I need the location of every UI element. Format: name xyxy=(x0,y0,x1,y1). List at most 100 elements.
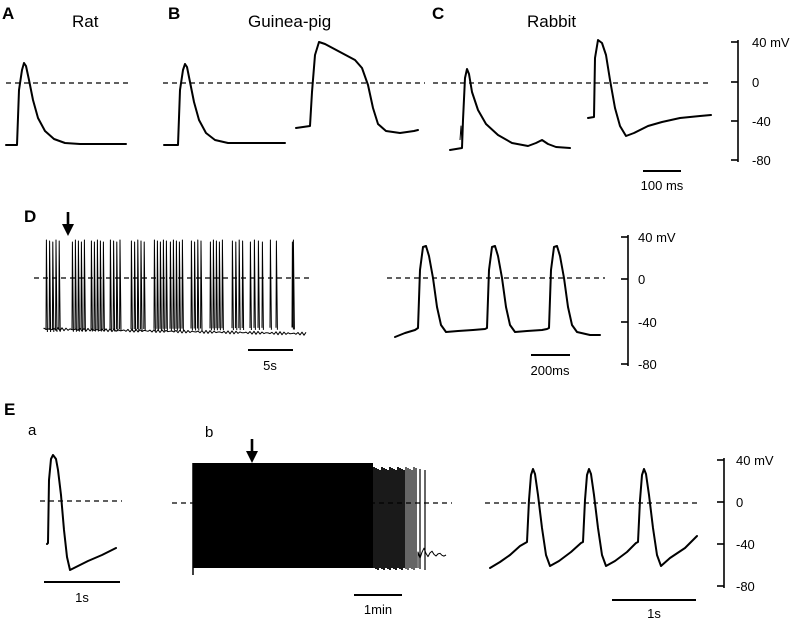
tick-label-bottom-40: 40 mV xyxy=(736,453,774,468)
tick-label-bottom-neg40: -40 xyxy=(736,537,755,552)
d-train-spike xyxy=(80,241,83,332)
d-train-spike xyxy=(51,241,55,332)
d-train-spike xyxy=(112,240,116,332)
d-train-spike xyxy=(193,241,197,331)
tick-label-bottom-0: 0 xyxy=(736,495,743,510)
guinea-pig-trace-2 xyxy=(295,41,419,134)
d-train-spike xyxy=(159,241,162,331)
tick-label-middle-40: 40 mV xyxy=(638,230,676,245)
tick-label-middle-neg80: -80 xyxy=(638,357,657,372)
e-b-dense-block xyxy=(192,463,373,575)
e-a-trace xyxy=(46,454,117,571)
d-train-spike xyxy=(99,240,102,332)
rabbit-trace-1 xyxy=(449,68,571,151)
d-train-spike xyxy=(241,240,245,331)
e-c-trace xyxy=(489,468,698,569)
panel-letter-b: B xyxy=(168,4,180,23)
d-train-spikes xyxy=(45,239,295,333)
d-train-spike xyxy=(200,240,203,331)
d-train-spike xyxy=(77,240,80,332)
scalebar-label-d-train: 5s xyxy=(263,358,277,373)
d-train-spike xyxy=(136,239,140,332)
d-train-spike xyxy=(275,240,278,330)
d-train-spike xyxy=(119,239,122,332)
panel-a: A Rat xyxy=(2,4,130,146)
d-train-spike xyxy=(162,239,165,331)
d-train-spike xyxy=(257,240,260,330)
voltage-axis-middle: 40 mV 0 -40 -80 xyxy=(621,230,676,372)
voltage-axis-bottom: 40 mV 0 -40 -80 xyxy=(717,453,774,594)
d-train-spike xyxy=(102,241,105,332)
d-train-spike xyxy=(175,240,178,331)
panel-c: C Rabbit 100 ms xyxy=(432,4,712,193)
sub-letter-b: b xyxy=(205,424,213,441)
d-train-spike xyxy=(172,239,175,331)
scalebar-label-e-b: 1min xyxy=(364,602,392,617)
d-train-spike xyxy=(209,241,212,331)
d-train-spike xyxy=(58,240,61,332)
d-train-spike xyxy=(196,239,200,331)
tick-label-top-0: 0 xyxy=(752,75,759,90)
d-train-spike xyxy=(231,240,234,331)
d-train-spike xyxy=(249,241,252,330)
d-train-spike xyxy=(143,241,146,332)
scalebar-label-e-c: 1s xyxy=(647,606,661,621)
d-train-spike xyxy=(83,239,86,332)
scalebar-label-e-a: 1s xyxy=(75,590,89,605)
d-train-spike xyxy=(218,241,221,331)
panel-title-guinea-pig: Guinea-pig xyxy=(248,12,331,31)
d-train-spike xyxy=(269,239,272,330)
d-train-spike xyxy=(133,241,137,332)
d-train-spike xyxy=(48,240,52,332)
d-train-spike xyxy=(234,241,238,331)
d-train-spike xyxy=(181,239,184,331)
d-train-spike xyxy=(96,239,99,332)
voltage-axis-top: 40 mV 0 -40 -80 xyxy=(731,35,790,168)
tick-label-top-neg40: -40 xyxy=(752,114,771,129)
rabbit-trace-2 xyxy=(587,39,712,137)
d-train-spike xyxy=(156,240,159,331)
d-train-spike xyxy=(221,239,224,331)
guinea-pig-trace-1 xyxy=(163,63,286,146)
d-train-spike xyxy=(140,240,143,332)
scalebar-label-d-zoom: 200ms xyxy=(530,363,570,378)
sub-letter-a: a xyxy=(28,422,37,439)
d-train-spike xyxy=(292,239,295,330)
tick-label-top-40: 40 mV xyxy=(752,35,790,50)
down-arrow-icon xyxy=(62,212,74,236)
panel-b: B Guinea-pig xyxy=(163,4,425,146)
d-train-spike xyxy=(212,239,215,331)
rabbit-trace-1-spike xyxy=(459,125,463,143)
panel-letter-a: A xyxy=(2,4,14,23)
d-train-spike xyxy=(178,241,181,331)
scalebar-label-c: 100 ms xyxy=(641,178,684,193)
tick-label-middle-0: 0 xyxy=(638,272,645,287)
d-train-spike xyxy=(238,239,241,331)
d-train-baseline xyxy=(43,327,307,336)
e-b-tail-spikes xyxy=(373,467,426,570)
panel-letter-d: D xyxy=(24,207,36,226)
panel-e: E a 1s b 1min 1s xyxy=(4,400,700,621)
panel-title-rabbit: Rabbit xyxy=(527,12,576,31)
d-train-spike xyxy=(55,239,58,332)
d-train-spike xyxy=(130,240,133,332)
d-train-spike xyxy=(261,241,264,330)
d-train-spike xyxy=(215,240,218,331)
d-train-spike xyxy=(45,239,48,333)
tick-label-bottom-neg80: -80 xyxy=(736,579,755,594)
down-arrow-icon xyxy=(246,439,258,463)
tick-label-middle-neg40: -40 xyxy=(638,315,657,330)
panel-title-rat: Rat xyxy=(72,12,99,31)
d-train-spike xyxy=(115,241,119,332)
d-train-spike xyxy=(71,241,74,332)
d-train-spike xyxy=(153,239,156,331)
panel-letter-c: C xyxy=(432,4,444,23)
e-b-final-oscillation xyxy=(417,547,447,568)
rat-trace xyxy=(5,62,127,146)
d-train-spike xyxy=(169,241,172,331)
d-zoom-trace xyxy=(394,245,601,338)
panel-letter-e: E xyxy=(4,400,15,419)
d-train-spike xyxy=(253,239,256,330)
panel-d: D 5s 200ms xyxy=(24,207,605,378)
